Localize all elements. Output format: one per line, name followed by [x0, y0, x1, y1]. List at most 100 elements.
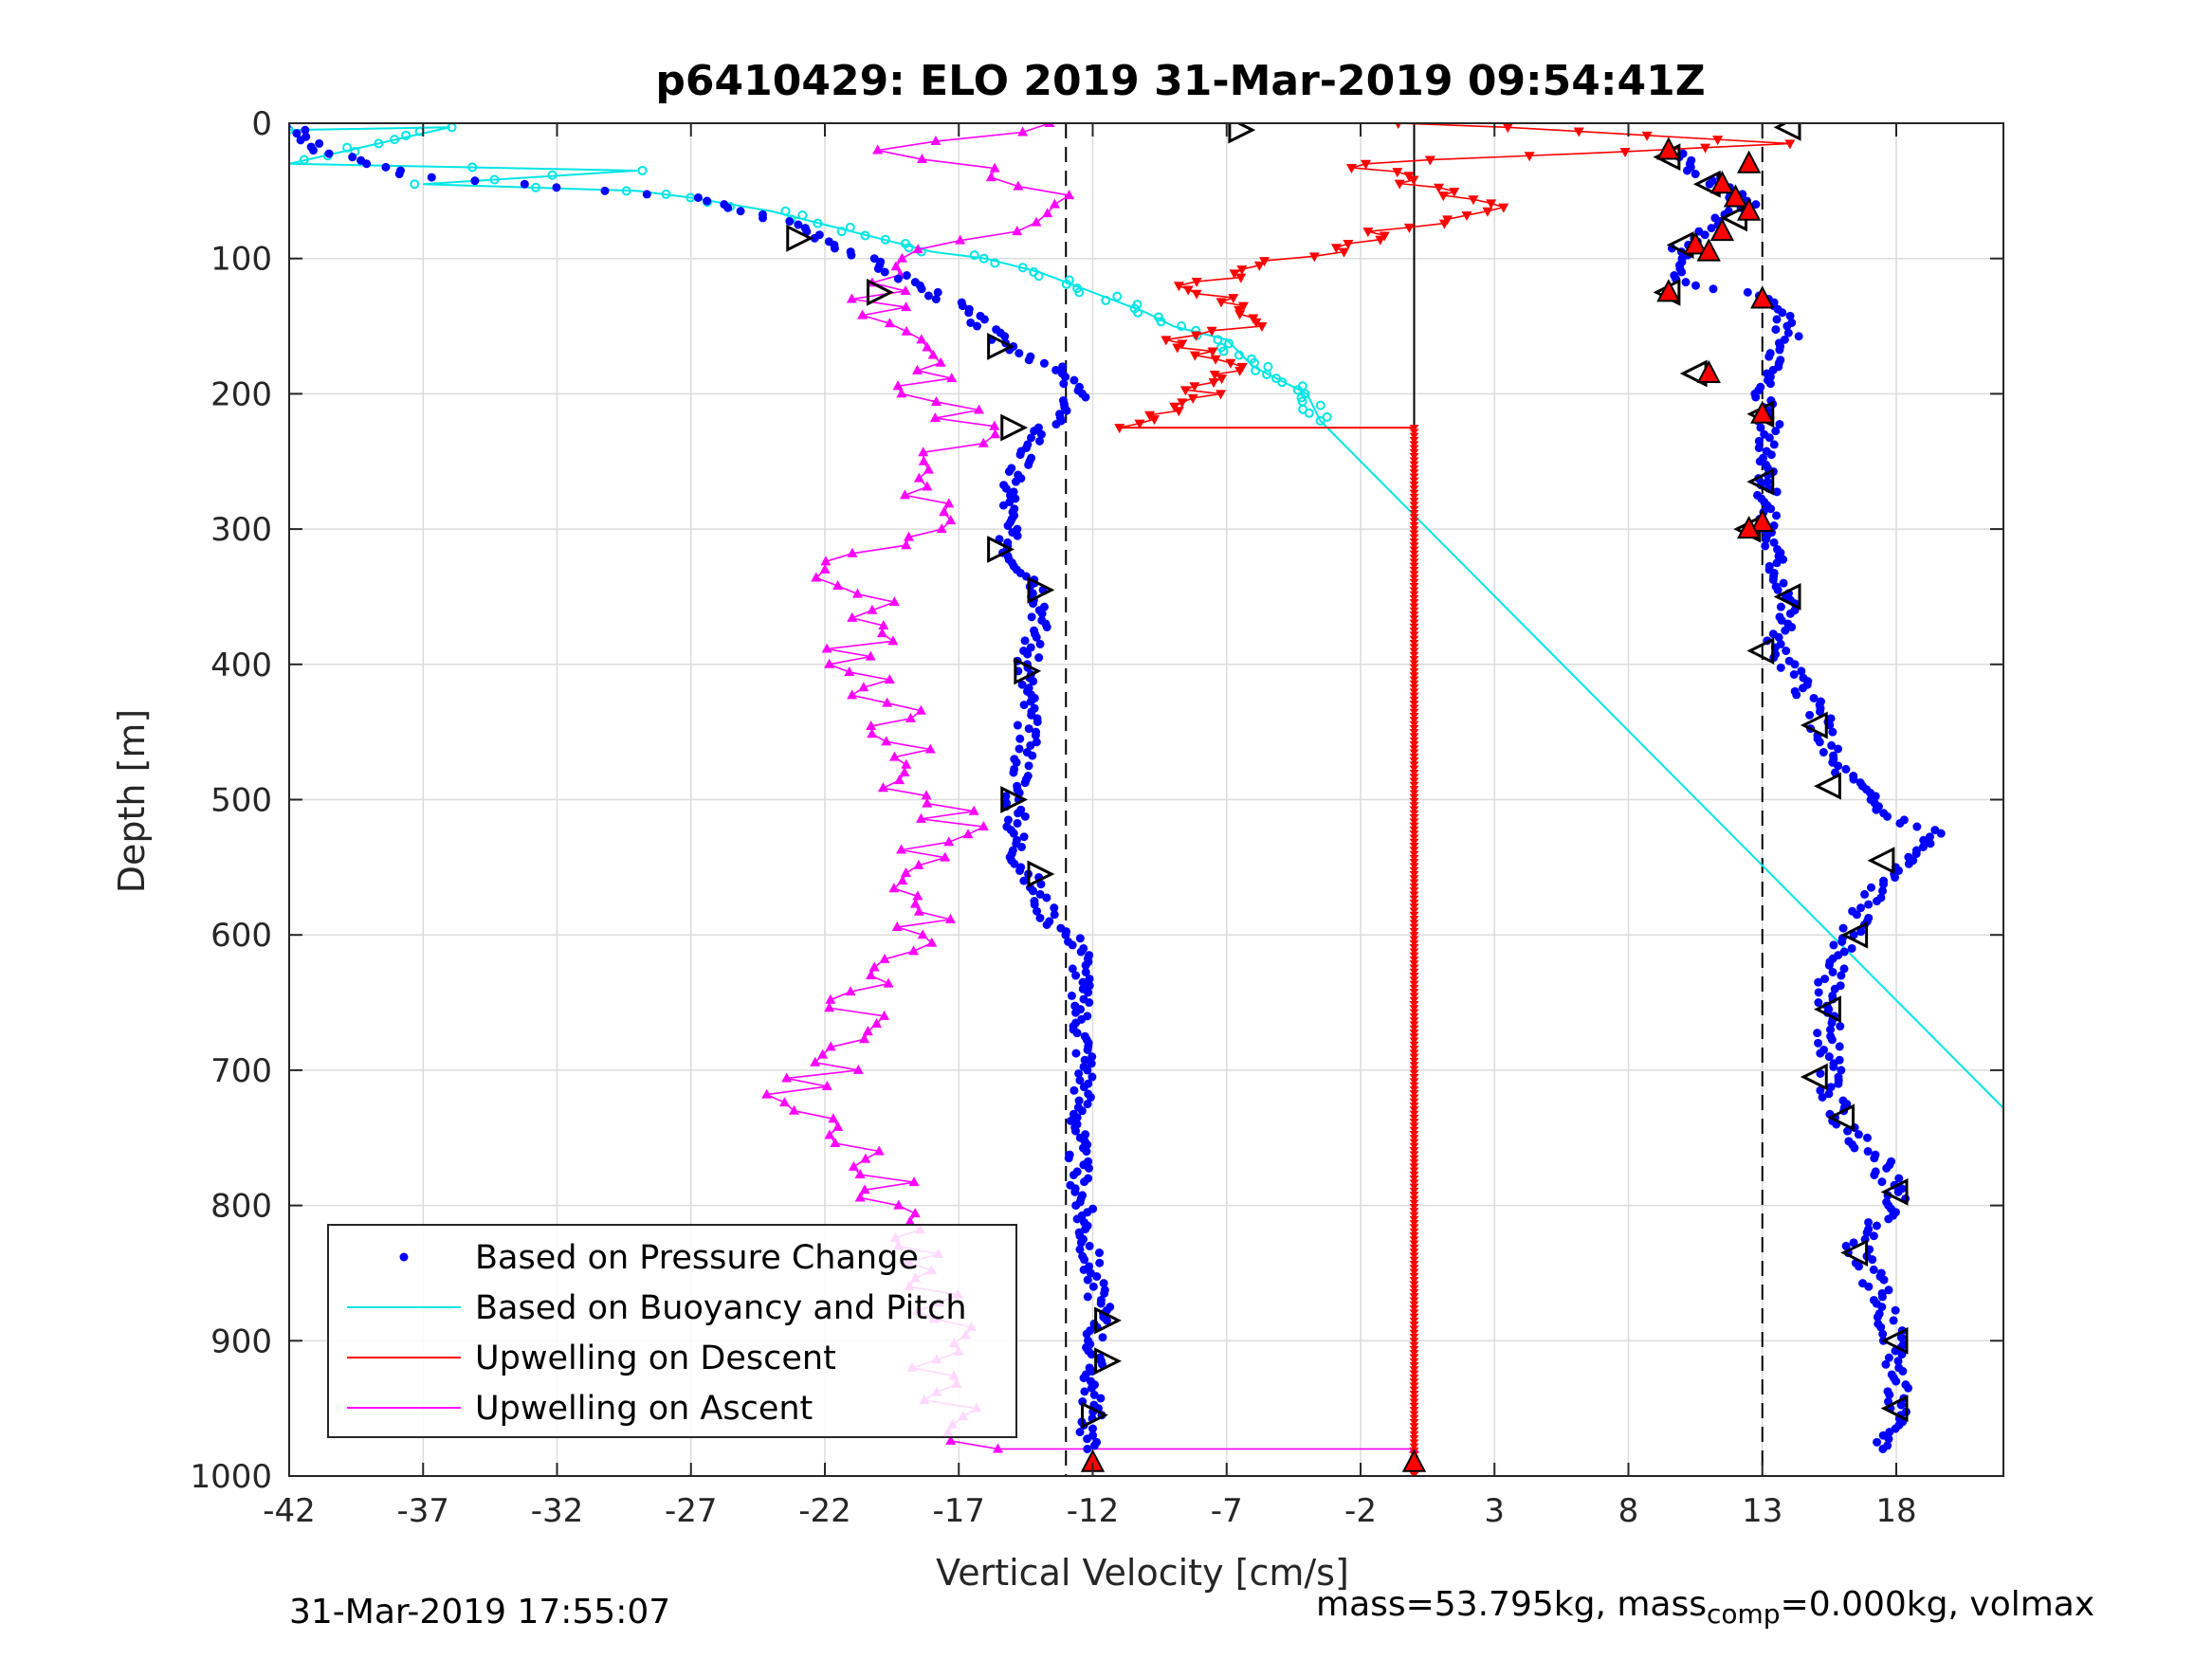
pressure-point [1078, 977, 1088, 987]
ascent-upwelling-marker [946, 373, 958, 383]
ascent-upwelling-marker [908, 1176, 920, 1187]
descent-upwelling-marker [1409, 1407, 1419, 1414]
ascent-upwelling-marker [909, 898, 921, 908]
pressure-point [1075, 1076, 1085, 1085]
buoyancy-point [880, 234, 890, 245]
red-triangle-marker [1723, 184, 1748, 208]
ascent-upwelling-marker [978, 821, 989, 831]
ascent-upwelling-marker [844, 665, 855, 676]
pressure-point [1772, 315, 1782, 324]
pressure-point [1816, 1085, 1825, 1095]
pressure-point [1051, 420, 1061, 429]
pressure-point [1003, 815, 1013, 825]
buoyancy-point [410, 179, 420, 190]
pressure-point [1705, 179, 1714, 189]
pressure-point [1878, 886, 1888, 896]
buoyancy-point [1315, 415, 1325, 426]
ascent-upwelling-marker [896, 844, 907, 854]
pressure-point [1827, 740, 1837, 750]
descent-upwelling-marker [1179, 386, 1191, 396]
pressure-point [1081, 960, 1090, 970]
ascent-upwelling-marker [810, 1056, 821, 1066]
pressure-point [1772, 487, 1782, 497]
descent-upwelling-marker [1409, 1199, 1419, 1207]
pressure-point [1775, 345, 1784, 355]
pressure-point [292, 129, 302, 138]
descent-upwelling-marker [1409, 923, 1419, 931]
descent-upwelling-marker [1409, 1057, 1419, 1065]
pressure-point [1885, 1390, 1894, 1399]
descent-upwelling-marker [1409, 729, 1419, 737]
pressure-point [923, 291, 933, 301]
descent-upwelling-marker [1210, 355, 1221, 365]
pressure-point [1918, 842, 1928, 851]
pressure-point [794, 220, 803, 229]
descent-upwelling-marker [1409, 1041, 1419, 1048]
descent-upwelling-marker [1409, 1094, 1419, 1102]
pressure-point [1069, 375, 1079, 385]
ascent-upwelling-marker [918, 447, 929, 457]
descent-upwelling-marker [1409, 1240, 1419, 1248]
buoyancy-point [1177, 321, 1187, 332]
ascent-upwelling-marker [821, 1081, 832, 1091]
pressure-point [1882, 811, 1892, 821]
pressure-point [1072, 1113, 1082, 1122]
descent-upwelling-marker [1409, 485, 1419, 493]
pressure-point [1004, 466, 1014, 476]
ascent-upwelling-marker [913, 472, 924, 483]
pressure-point [1071, 1201, 1081, 1211]
red-triangle-marker [1750, 508, 1775, 532]
descent-upwelling-marker [1409, 1066, 1419, 1073]
pressure-point [1077, 1106, 1087, 1116]
pressure-point [1869, 1265, 1878, 1274]
descent-upwelling-marker [1409, 911, 1419, 919]
legend-label: Based on Pressure Change [475, 1239, 919, 1277]
ascent-upwelling-marker [985, 172, 996, 182]
pressure-point [1070, 1187, 1080, 1196]
pressure-point [1849, 1238, 1858, 1248]
open-triangle-marker [1746, 637, 1775, 665]
pressure-point [1837, 971, 1846, 980]
pressure-point [1020, 636, 1030, 646]
descent-upwelling-marker [1409, 1354, 1419, 1361]
buoyancy-point [978, 253, 989, 264]
ascent-upwelling-marker [779, 1097, 791, 1107]
ascent-upwelling-marker [858, 682, 869, 692]
open-triangle-marker [1094, 1306, 1122, 1335]
descent-upwelling-marker [1409, 1114, 1419, 1121]
descent-upwelling-marker [1438, 219, 1450, 229]
pressure-point [1085, 981, 1094, 991]
pressure-point [830, 244, 839, 253]
pressure-point [1843, 1126, 1853, 1136]
ascent-upwelling-marker [866, 970, 877, 980]
open-triangle-marker [1880, 1326, 1909, 1355]
pressure-point [1826, 1083, 1836, 1092]
pressure-point [1884, 1285, 1893, 1295]
descent-upwelling-marker [1409, 793, 1419, 801]
descent-upwelling-marker [1409, 1119, 1419, 1126]
descent-upwelling-marker [1409, 1049, 1419, 1057]
ascent-upwelling-marker [905, 712, 916, 722]
descent-upwelling-marker [1409, 1135, 1419, 1142]
chart-title: p6410429: ELO 2019 31-Mar-2019 09:54:41Z [655, 57, 1705, 105]
descent-upwelling-marker [1409, 956, 1419, 963]
ascent-upwelling-marker [761, 1088, 773, 1099]
descent-upwelling-marker [1409, 1345, 1419, 1353]
descent-upwelling-marker [1409, 916, 1419, 923]
descent-upwelling-marker [1409, 1361, 1419, 1369]
pressure-point [1824, 960, 1834, 970]
descent-upwelling-marker [1191, 277, 1202, 287]
pressure-point [1042, 920, 1051, 929]
descent-upwelling-marker [1409, 1260, 1419, 1267]
pressure-point [1051, 365, 1061, 374]
pressure-point [324, 149, 334, 158]
descent-upwelling-marker [1234, 310, 1246, 320]
mass-text: mass=53.795kg, mass [1316, 1585, 1707, 1624]
pressure-point [1829, 1062, 1838, 1071]
buoyancy-point [780, 206, 791, 216]
descent-upwelling-marker [1395, 123, 1402, 129]
descent-upwelling-marker [1409, 980, 1419, 988]
descent-upwelling-marker [1409, 1074, 1419, 1082]
pressure-point [552, 183, 561, 192]
pressure-point [1882, 1163, 1892, 1173]
